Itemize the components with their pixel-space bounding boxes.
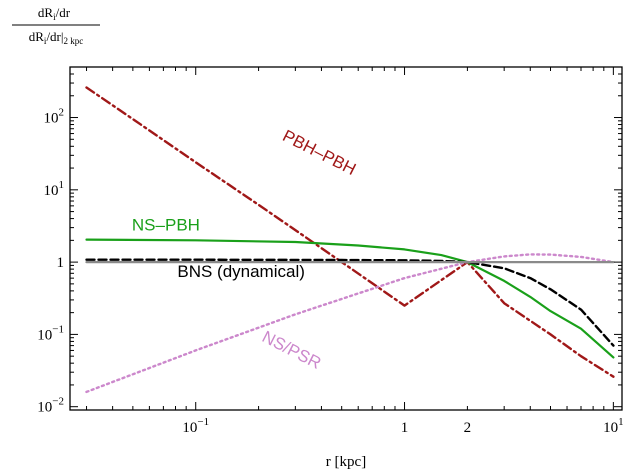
y-tick-label: 101	[44, 179, 65, 199]
y-tick-label: 10−2	[37, 396, 64, 416]
annotation-pbh-pbh: PBH–PBH	[280, 126, 359, 179]
y-axis-label: dRi/dr dRi/dr|2 kpc	[12, 5, 100, 46]
ylabel-denominator: dRi/dr|2 kpc	[29, 29, 83, 46]
annotation-ns-psr: NS/PSR	[259, 327, 324, 373]
axis-tick-labels: 10−1 1 2 101 10−2 10−1 1 101 102	[37, 107, 623, 436]
x-tick-label: 101	[603, 416, 624, 436]
plot-curves	[85, 86, 615, 394]
series-line-bns-dynamical	[85, 258, 615, 347]
x-tick-label: 2	[464, 420, 472, 436]
axis-ticks	[70, 66, 622, 411]
y-tick-label: 102	[44, 107, 65, 127]
series-line-ns-psr	[85, 253, 615, 394]
annotation-bns-dynamical: BNS (dynamical)	[177, 262, 305, 281]
y-tick-label: 10−1	[37, 323, 64, 343]
x-tick-label: 1	[401, 420, 409, 436]
series-line-pbh-pbh	[85, 86, 615, 378]
x-axis-label: r [kpc]	[326, 454, 366, 470]
annotation-ns-pbh: NS–PBH	[132, 215, 200, 234]
plot-frame	[69, 66, 623, 411]
y-tick-label: 1	[57, 255, 65, 271]
series-line-ns-pbh	[85, 238, 615, 359]
x-tick-label: 10−1	[182, 416, 209, 436]
ylabel-numerator: dRi/dr	[38, 5, 71, 22]
